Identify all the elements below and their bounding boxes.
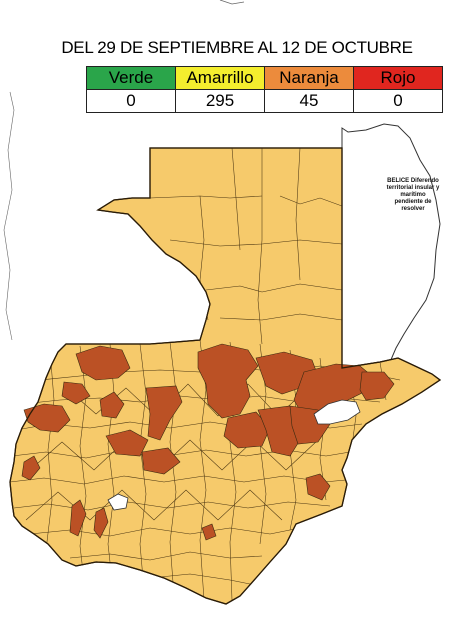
naranja-region — [197, 343, 259, 419]
naranja-region — [223, 411, 271, 449]
legend-amarillo-label: Amarrillo — [175, 66, 265, 90]
naranja-region — [23, 403, 71, 433]
naranja-region — [105, 429, 149, 457]
map-title: DEL 29 DE SEPTIEMBRE AL 12 DE OCTUBRE — [61, 38, 413, 57]
legend-rojo-count: 0 — [353, 89, 443, 113]
top-decoration-line — [219, 0, 245, 5]
naranja-region — [359, 371, 395, 401]
naranja-region — [99, 391, 125, 419]
legend-verde-count: 0 — [86, 89, 176, 113]
lake-atitlan — [107, 493, 129, 511]
legend-rojo-label: Rojo — [353, 66, 443, 90]
belize-outline — [341, 123, 441, 369]
alert-legend-table: Verde Amarrillo Naranja Rojo 0 295 45 0 — [86, 66, 443, 113]
legend-naranja-count: 45 — [264, 89, 354, 113]
naranja-region — [305, 473, 331, 501]
mexico-border-line — [3, 91, 15, 341]
naranja-region — [93, 507, 109, 539]
naranja-regions — [21, 343, 395, 541]
naranja-region — [141, 447, 181, 475]
naranja-region — [69, 499, 87, 537]
lake-izabal — [313, 399, 361, 425]
naranja-region — [21, 455, 41, 481]
naranja-region — [61, 381, 91, 405]
legend-naranja-label: Naranja — [264, 66, 354, 90]
belice-territorial-note: BELICE Diferendo territorial insular y m… — [386, 178, 440, 212]
naranja-region — [201, 523, 217, 541]
naranja-region — [145, 385, 183, 441]
naranja-region — [75, 345, 131, 381]
legend-amarillo-count: 295 — [175, 89, 265, 113]
legend-verde-label: Verde — [86, 66, 176, 90]
